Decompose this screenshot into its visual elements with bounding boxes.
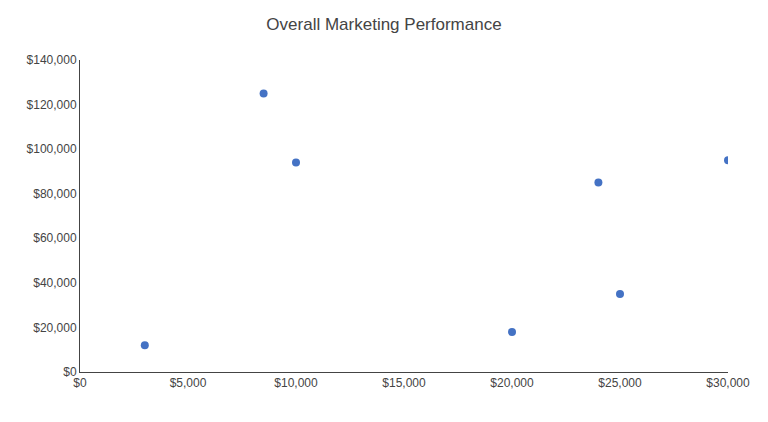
svg-text:$10,000: $10,000 — [274, 376, 318, 390]
svg-text:$15,000: $15,000 — [382, 376, 426, 390]
svg-text:$0: $0 — [73, 376, 87, 390]
svg-text:$100,000: $100,000 — [27, 142, 77, 156]
svg-text:$120,000: $120,000 — [27, 98, 77, 112]
svg-text:$25,000: $25,000 — [598, 376, 642, 390]
svg-text:$40,000: $40,000 — [33, 276, 77, 290]
svg-text:$140,000: $140,000 — [27, 53, 77, 67]
svg-text:$20,000: $20,000 — [490, 376, 534, 390]
svg-text:$30,000: $30,000 — [706, 376, 750, 390]
svg-text:Overall Marketing Performance: Overall Marketing Performance — [266, 15, 501, 34]
svg-text:$60,000: $60,000 — [33, 231, 77, 245]
svg-text:$80,000: $80,000 — [33, 187, 77, 201]
svg-text:$20,000: $20,000 — [33, 321, 77, 335]
svg-text:$5,000: $5,000 — [170, 376, 207, 390]
svg-text:$0: $0 — [63, 365, 77, 379]
